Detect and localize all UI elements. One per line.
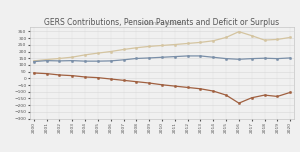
Title: GERS Contributions, Pension Payments and Deficit or Surplus: GERS Contributions, Pension Payments and…: [44, 18, 280, 27]
Text: millions of dollars: millions of dollars: [138, 21, 186, 26]
